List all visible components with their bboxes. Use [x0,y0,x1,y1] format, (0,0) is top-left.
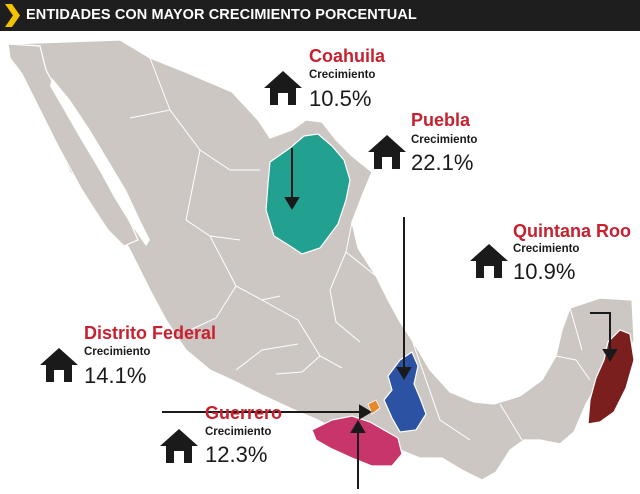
house-icon [160,429,198,463]
distrito-federal-region [367,399,381,415]
callout-label: Crecimiento [513,243,580,255]
gulf-of-california [50,78,150,246]
callout-value: 14.1% [84,363,147,388]
callout-name: Guerrero [205,403,283,423]
callout-label: Crecimiento [309,69,376,81]
callout-label: Crecimiento [84,346,151,358]
callout-name: Coahuila [309,46,386,66]
callout-name: Puebla [411,110,471,130]
puebla-region [383,351,427,433]
callout-value: 10.9% [513,259,576,284]
callout-name: Quintana Roo [513,221,631,241]
header-bar: ENTIDADES CON MAYOR CRECIMIENTO PORCENTU… [0,0,640,31]
house-icon [40,348,78,382]
chevron-right-icon [5,4,20,27]
callout-arrows [162,148,618,494]
state-borders [129,57,591,441]
callout-value: 22.1% [411,150,474,175]
page-title: ENTIDADES CON MAYOR CRECIMIENTO PORCENTU… [26,7,417,23]
house-icon [470,244,508,278]
mexico-map [7,39,635,494]
house-icon [368,135,406,169]
callout-name: Distrito Federal [84,323,217,343]
quintana-roo-region [587,329,635,425]
map-panel: Coahuila Crecimiento 10.5% Puebla Crecim… [0,31,640,494]
callout-value: 10.5% [309,86,372,111]
house-icon [264,71,302,105]
callout-value: 12.3% [205,442,268,467]
coahuila-region [265,133,351,255]
callout-label: Crecimiento [411,134,478,146]
callout-label: Crecimiento [205,426,272,438]
